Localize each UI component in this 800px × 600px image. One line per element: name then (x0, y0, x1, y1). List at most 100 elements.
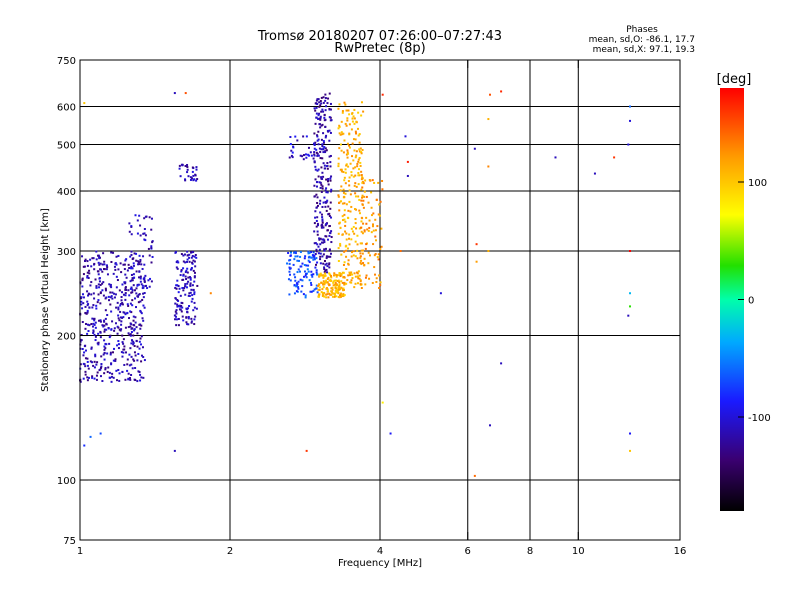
data-point (139, 323, 142, 326)
data-point (322, 280, 325, 283)
data-point (101, 289, 104, 292)
data-point (308, 252, 311, 255)
data-point (354, 166, 357, 169)
data-point (129, 280, 132, 283)
data-point (173, 314, 176, 317)
data-point (140, 324, 143, 327)
data-point (330, 290, 333, 293)
data-point (99, 330, 102, 333)
data-point (184, 275, 187, 278)
data-point (102, 252, 105, 255)
data-point (187, 280, 190, 283)
data-point (339, 244, 342, 247)
data-point (368, 277, 371, 280)
data-point (140, 343, 143, 346)
data-point (148, 285, 151, 288)
data-point (361, 217, 364, 220)
data-point (137, 295, 140, 298)
data-point (305, 264, 308, 267)
data-point (308, 279, 311, 282)
data-point (322, 253, 325, 256)
data-point (325, 262, 328, 265)
data-point (351, 155, 354, 158)
data-point (120, 296, 123, 299)
data-point (339, 133, 342, 136)
data-point (329, 231, 332, 234)
data-point (335, 291, 338, 294)
data-point (347, 165, 350, 168)
data-point (134, 379, 137, 382)
data-point (132, 264, 135, 267)
data-point (180, 253, 183, 256)
data-point (86, 260, 89, 263)
data-point (324, 205, 327, 208)
data-point (318, 117, 321, 120)
data-point (84, 373, 87, 376)
data-point (103, 358, 106, 361)
data-point (133, 252, 136, 255)
data-point (323, 241, 326, 244)
x-axis-ticks: 1 2 4 6 8 10 16 (77, 60, 686, 557)
data-point (123, 363, 126, 366)
data-point (118, 328, 121, 331)
data-point (352, 175, 355, 178)
data-point (312, 258, 315, 261)
data-point (322, 283, 325, 286)
data-point (179, 175, 182, 178)
data-point (322, 141, 325, 144)
data-point (105, 323, 108, 326)
data-point (353, 272, 356, 275)
data-point (182, 289, 185, 292)
data-point (339, 168, 342, 171)
data-point (358, 209, 361, 212)
data-point (292, 145, 295, 148)
data-point (342, 191, 345, 194)
data-point (116, 332, 119, 335)
data-point (365, 195, 368, 198)
data-point (350, 271, 353, 274)
data-point (310, 273, 313, 276)
data-point (323, 266, 326, 269)
data-point (112, 351, 115, 354)
data-point (138, 214, 141, 217)
data-point (360, 220, 363, 223)
data-point (121, 291, 124, 294)
data-point (329, 252, 332, 255)
data-point (191, 262, 194, 265)
data-point (329, 293, 332, 296)
chart-title: Tromsø 20180207 07:26:00–07:27:43 (257, 29, 502, 44)
data-point (341, 281, 344, 284)
data-point (196, 284, 199, 287)
data-point (183, 253, 186, 256)
data-point (356, 165, 359, 168)
data-point (346, 156, 349, 159)
data-point (316, 204, 319, 207)
data-point (176, 260, 179, 263)
data-point (188, 260, 191, 263)
data-point (96, 270, 99, 273)
data-point (183, 287, 186, 290)
data-point (327, 183, 330, 186)
data-point (188, 292, 191, 295)
data-point (139, 300, 142, 303)
data-point (98, 280, 101, 283)
data-point (593, 172, 596, 175)
data-point (324, 274, 327, 277)
data-point (315, 116, 318, 119)
data-point (188, 294, 191, 297)
data-point (94, 326, 97, 329)
data-point (126, 311, 129, 314)
data-point (124, 294, 127, 297)
data-point (315, 271, 318, 274)
data-point (134, 214, 137, 217)
data-point (177, 261, 180, 264)
data-point (122, 311, 125, 314)
data-point (629, 449, 632, 452)
y-tick-label: 500 (57, 141, 76, 152)
data-point (150, 217, 153, 220)
data-point (328, 292, 331, 295)
data-point (123, 311, 126, 314)
data-point (131, 339, 134, 342)
data-point (328, 92, 331, 95)
data-point (338, 201, 341, 204)
